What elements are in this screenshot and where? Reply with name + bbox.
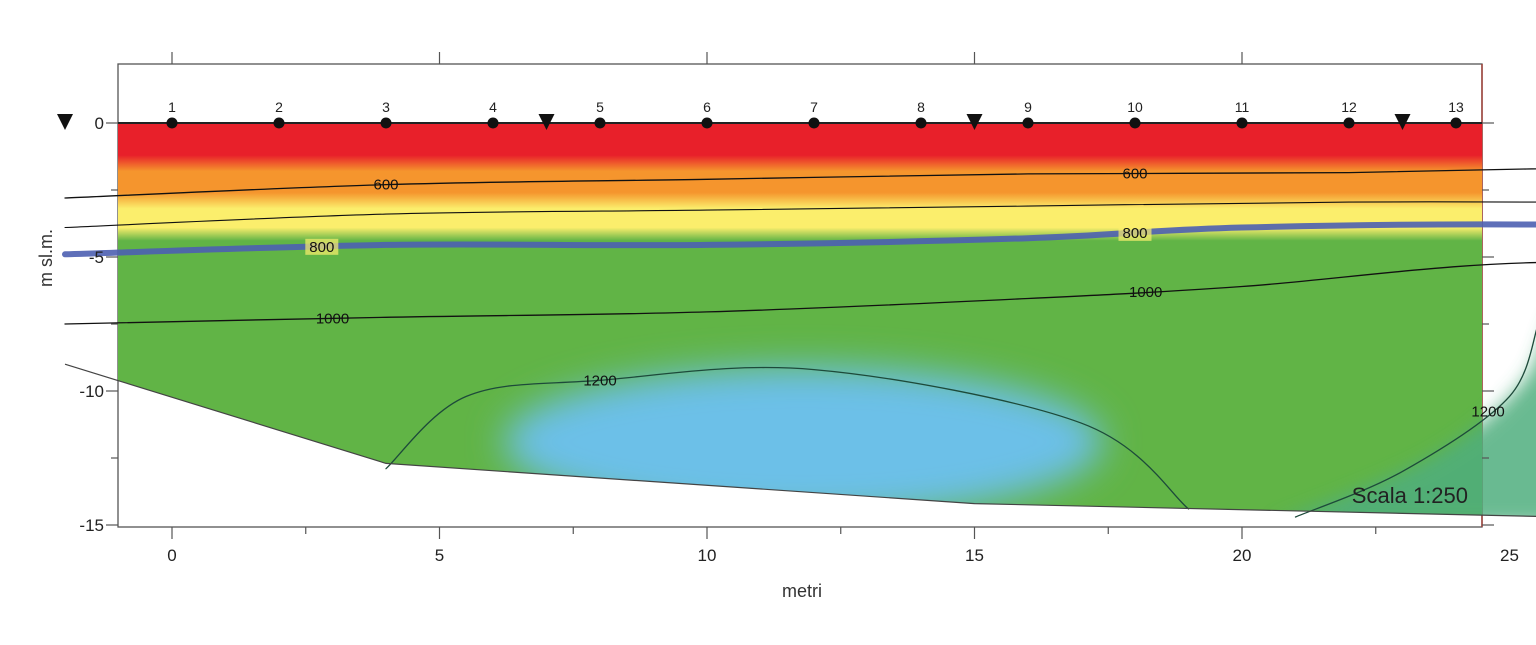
contour-label: 1200 bbox=[1471, 403, 1504, 420]
y-tick-label: 0 bbox=[95, 114, 104, 133]
y-axis-label: m sl.m. bbox=[36, 229, 56, 287]
contour-1200-5: 1200 bbox=[385, 366, 1190, 510]
contour-label: 600 bbox=[373, 177, 398, 194]
contour-label: 1000 bbox=[316, 310, 349, 327]
contour-label: 600 bbox=[1122, 165, 1147, 182]
electrode-label-11: 11 bbox=[1235, 99, 1250, 115]
x-tick-label: 0 bbox=[167, 546, 176, 565]
contour-600-1: 600600600 bbox=[64, 165, 1536, 199]
teal-zone bbox=[1268, 307, 1536, 517]
contour-800-3: 800800800 bbox=[62, 221, 1536, 258]
x-tick-label: 15 bbox=[965, 546, 984, 565]
electrode-12 bbox=[1343, 117, 1355, 129]
contour-lines: 6006006008008008001000100010001200120012… bbox=[62, 165, 1536, 518]
electrode-9 bbox=[1022, 117, 1034, 129]
contour-line bbox=[385, 366, 1190, 510]
electrode-4 bbox=[487, 117, 499, 129]
x-tick-label: 20 bbox=[1233, 546, 1252, 565]
contour-line bbox=[62, 221, 1536, 258]
x-axis-label: metri bbox=[782, 581, 822, 601]
electrode-1 bbox=[166, 117, 178, 129]
contour-line bbox=[1294, 329, 1536, 518]
electrode-13 bbox=[1450, 117, 1462, 129]
electrode-7 bbox=[808, 117, 820, 129]
electrode-label-12: 12 bbox=[1341, 99, 1357, 115]
electrode-label-9: 9 bbox=[1024, 99, 1032, 115]
electrode-5 bbox=[594, 117, 606, 129]
electrode-11 bbox=[1236, 117, 1248, 129]
section-boundary-line bbox=[64, 363, 1536, 517]
electrode-8 bbox=[915, 117, 927, 129]
electrode-label-13: 13 bbox=[1448, 99, 1464, 115]
contour-unlabeled-2 bbox=[64, 201, 1536, 229]
contour-label: 800 bbox=[1122, 225, 1147, 242]
blue-zone-1 bbox=[503, 366, 1103, 517]
contour-label: 1200 bbox=[583, 372, 616, 389]
x-tick-label: 10 bbox=[698, 546, 717, 565]
triangle-marker-3 bbox=[966, 114, 983, 130]
electrode-6 bbox=[701, 117, 713, 129]
electrode-label-7: 7 bbox=[810, 99, 818, 115]
electrode-3 bbox=[380, 117, 392, 129]
electrode-label-4: 4 bbox=[489, 99, 497, 115]
section-boundary bbox=[64, 122, 1536, 517]
x-tick-label: 5 bbox=[435, 546, 444, 565]
contour-label: 1000 bbox=[1129, 284, 1162, 301]
electrode-10 bbox=[1129, 117, 1141, 129]
scale-label: Scala 1:250 bbox=[1352, 483, 1468, 508]
contour-line bbox=[64, 201, 1536, 229]
electrode-label-5: 5 bbox=[596, 99, 604, 115]
electrode-label-8: 8 bbox=[917, 99, 925, 115]
contour-line bbox=[64, 261, 1536, 325]
y-tick-label: -10 bbox=[79, 382, 104, 401]
electrode-label-6: 6 bbox=[703, 99, 711, 115]
electrode-2 bbox=[273, 117, 285, 129]
electrode-markers: 123456789101112131415161718192021222324 bbox=[57, 99, 1464, 130]
triangle-marker-2 bbox=[538, 114, 555, 130]
triangle-marker-4 bbox=[1394, 114, 1411, 130]
contour-line bbox=[64, 168, 1536, 199]
electrode-label-1: 1 bbox=[168, 99, 176, 115]
electrode-label-10: 10 bbox=[1127, 99, 1143, 115]
contour-label-bg bbox=[305, 238, 339, 255]
electrode-label-3: 3 bbox=[382, 99, 390, 115]
electrode-label-2: 2 bbox=[275, 99, 283, 115]
x-tick-label: 25 bbox=[1500, 546, 1519, 565]
triangle-marker-1 bbox=[57, 114, 73, 130]
y-tick-label: -5 bbox=[89, 248, 104, 267]
contour-label: 800 bbox=[309, 239, 334, 256]
contour-label-bg bbox=[1118, 224, 1152, 241]
axis-ticks: 0510152025303540450-5-10-15 bbox=[79, 52, 1519, 565]
contour-1000-4: 100010001000 bbox=[64, 261, 1536, 327]
y-tick-label: -15 bbox=[79, 516, 104, 535]
